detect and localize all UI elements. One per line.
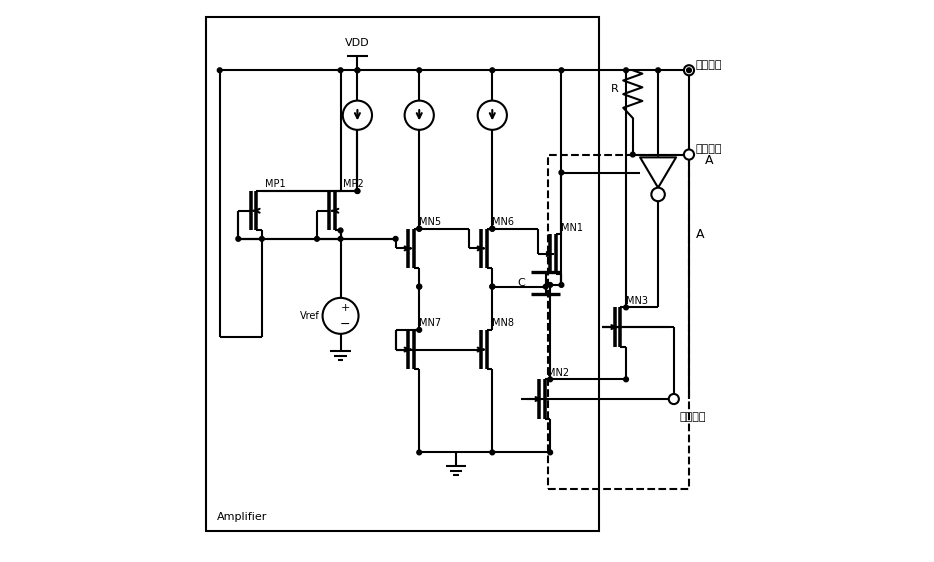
Circle shape [548, 283, 553, 287]
Text: 开漏输出: 开漏输出 [696, 144, 722, 154]
Text: MN2: MN2 [547, 368, 570, 378]
Circle shape [490, 226, 495, 231]
Circle shape [544, 284, 548, 289]
Circle shape [548, 377, 553, 382]
Circle shape [417, 450, 421, 455]
Circle shape [338, 228, 343, 233]
Circle shape [686, 68, 691, 72]
Polygon shape [640, 157, 676, 188]
Text: MN8: MN8 [492, 318, 515, 328]
Circle shape [624, 377, 629, 382]
Text: MN6: MN6 [492, 217, 515, 227]
Text: MN5: MN5 [419, 217, 442, 227]
Circle shape [559, 283, 564, 287]
Circle shape [624, 68, 629, 72]
Text: 开漏输出: 开漏输出 [696, 60, 722, 70]
Text: MN1: MN1 [561, 223, 584, 233]
Circle shape [490, 450, 495, 455]
Circle shape [338, 237, 343, 241]
Text: C: C [517, 278, 525, 288]
Circle shape [236, 237, 241, 241]
Text: MN7: MN7 [419, 318, 442, 328]
Text: A: A [696, 228, 704, 241]
Text: −: − [340, 318, 350, 330]
Circle shape [684, 65, 694, 75]
Circle shape [490, 68, 495, 72]
Circle shape [651, 188, 665, 201]
Circle shape [548, 450, 553, 455]
Text: VDD: VDD [345, 38, 370, 48]
Circle shape [417, 328, 421, 332]
Text: Amplifier: Amplifier [217, 512, 267, 522]
Text: Vref: Vref [300, 311, 319, 321]
Circle shape [355, 68, 360, 72]
Circle shape [624, 305, 629, 310]
Circle shape [355, 189, 360, 193]
Circle shape [490, 284, 495, 289]
Circle shape [417, 284, 421, 289]
Circle shape [393, 237, 398, 241]
Text: MP1: MP1 [264, 179, 285, 189]
Circle shape [684, 149, 694, 160]
Text: R: R [611, 84, 618, 93]
Circle shape [559, 68, 564, 72]
Circle shape [417, 68, 421, 72]
Circle shape [669, 394, 679, 404]
Bar [548, 155, 689, 489]
Text: MN3: MN3 [626, 296, 648, 306]
Circle shape [338, 68, 343, 72]
Text: A: A [704, 153, 713, 167]
Circle shape [315, 237, 319, 241]
Circle shape [630, 152, 635, 157]
Circle shape [417, 226, 421, 231]
Text: 输入信号: 输入信号 [679, 412, 706, 422]
Circle shape [417, 226, 421, 231]
Circle shape [490, 284, 495, 289]
Circle shape [490, 226, 495, 231]
Circle shape [559, 170, 564, 175]
Circle shape [355, 68, 360, 72]
Circle shape [260, 237, 264, 241]
Text: +: + [340, 303, 349, 312]
Text: MP2: MP2 [344, 179, 364, 189]
Circle shape [656, 68, 660, 72]
Circle shape [417, 284, 421, 289]
Circle shape [218, 68, 222, 72]
Bar [205, 17, 599, 531]
Circle shape [355, 189, 360, 193]
